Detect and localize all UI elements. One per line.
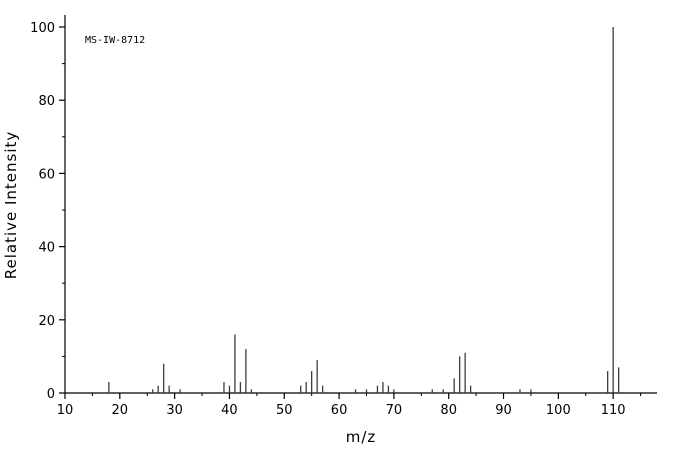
x-tick-label: 30 — [166, 403, 183, 418]
x-tick-label: 110 — [601, 403, 626, 418]
spectrum-peaks — [108, 27, 620, 393]
y-tick-label: 60 — [38, 167, 55, 182]
x-tick-label: 40 — [221, 403, 238, 418]
y-tick-label: 100 — [30, 21, 55, 36]
x-tick-label: 20 — [112, 403, 129, 418]
x-axis-label: m/z — [346, 428, 377, 446]
x-tick-label: 90 — [495, 403, 512, 418]
y-tick-label: 0 — [47, 387, 55, 402]
y-tick-label: 40 — [38, 241, 55, 256]
axis-ticks — [59, 26, 642, 399]
x-tick-label: 80 — [440, 403, 457, 418]
x-tick-label: 60 — [331, 403, 348, 418]
y-axis-label: Relative Intensity — [2, 131, 20, 280]
y-tick-label: 20 — [38, 314, 55, 329]
x-tick-label: 10 — [57, 403, 74, 418]
x-tick-label: 100 — [546, 403, 571, 418]
y-tick-label: 80 — [38, 94, 55, 109]
axes — [64, 15, 657, 394]
spectrum-id-label: MS-IW-8712 — [85, 35, 145, 46]
x-tick-label: 70 — [386, 403, 403, 418]
tick-labels: 10 20 30 40 50 60 70 80 90 100 110 0 20 40 60 80 100 — [30, 21, 625, 418]
x-tick-label: 50 — [276, 403, 293, 418]
